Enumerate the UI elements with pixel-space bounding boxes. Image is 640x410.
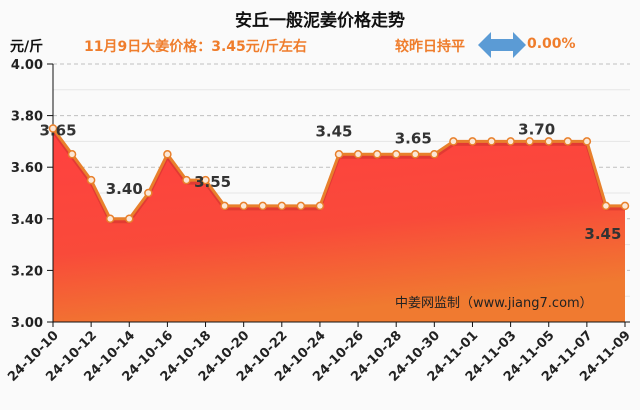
watermark: 中姜网监制（www.jiang7.com） bbox=[395, 296, 593, 311]
data-label: 3.70 bbox=[518, 120, 555, 138]
data-point bbox=[582, 137, 592, 146]
data-point bbox=[277, 201, 287, 211]
data-label: 3.65 bbox=[395, 129, 432, 147]
compare-text: 较昨日持平 bbox=[395, 39, 465, 55]
data-point bbox=[506, 137, 515, 146]
data-point bbox=[48, 124, 58, 133]
data-point bbox=[372, 150, 382, 159]
data-point bbox=[411, 150, 420, 159]
data-point bbox=[67, 150, 77, 159]
data-point bbox=[525, 137, 534, 146]
area-fill bbox=[53, 128, 625, 322]
data-point bbox=[182, 175, 191, 185]
data-point bbox=[353, 150, 363, 159]
data-point bbox=[620, 201, 630, 211]
data-label: 3.55 bbox=[194, 173, 231, 191]
data-label: 3.40 bbox=[106, 180, 143, 198]
data-point bbox=[105, 214, 115, 224]
data-point bbox=[201, 175, 210, 185]
price-summary: 11月9日大姜价格：3.45元/斤左右 bbox=[84, 39, 307, 55]
data-point bbox=[544, 137, 553, 146]
y-tick-label: 3.80 bbox=[11, 110, 43, 125]
data-label: 3.45 bbox=[315, 122, 352, 140]
y-tick-label: 4.00 bbox=[11, 58, 43, 73]
data-point bbox=[296, 201, 306, 211]
data-point bbox=[163, 150, 172, 159]
data-point bbox=[468, 137, 477, 146]
data-point bbox=[125, 214, 134, 224]
data-point bbox=[430, 150, 439, 159]
left-right-arrow-icon bbox=[478, 32, 526, 58]
data-point bbox=[239, 201, 248, 211]
data-point bbox=[334, 150, 344, 159]
change-percent: 0.00% bbox=[527, 36, 576, 52]
data-point bbox=[563, 137, 573, 146]
y-tick-label: 3.20 bbox=[11, 264, 43, 279]
y-tick-label: 3.40 bbox=[11, 213, 43, 228]
y-axis-unit: 元/斤 bbox=[10, 39, 44, 55]
data-point bbox=[220, 201, 229, 211]
data-point bbox=[487, 137, 496, 146]
y-tick-label: 3.00 bbox=[11, 316, 43, 331]
chart-title: 安丘一般泥姜价格走势 bbox=[235, 11, 405, 31]
data-point bbox=[315, 201, 325, 211]
data-point bbox=[601, 201, 611, 211]
data-point bbox=[391, 150, 401, 159]
data-point bbox=[144, 188, 153, 198]
data-label: 3.45 bbox=[584, 225, 621, 243]
data-point bbox=[449, 137, 458, 146]
data-point bbox=[86, 175, 96, 185]
y-tick-label: 3.60 bbox=[11, 161, 43, 176]
data-label: 3.65 bbox=[40, 121, 77, 139]
data-point bbox=[258, 201, 267, 211]
